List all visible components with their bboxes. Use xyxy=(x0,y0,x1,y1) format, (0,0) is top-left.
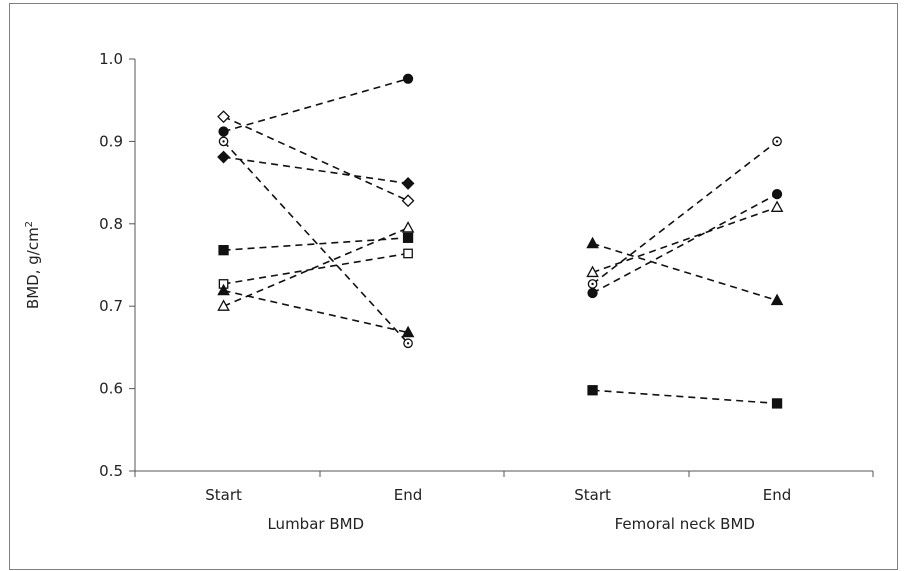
y-axis-label-superscript: 2 xyxy=(24,221,35,227)
point-filled-triangle xyxy=(401,325,415,338)
point-filled-square xyxy=(771,398,783,409)
point-open-square xyxy=(403,248,413,259)
point-open-circle-dot xyxy=(772,136,782,147)
series-line xyxy=(223,78,409,133)
series-line xyxy=(223,115,409,202)
point-open-circle-dot xyxy=(587,279,598,289)
series-line xyxy=(592,389,778,405)
series-line xyxy=(592,193,778,294)
point-filled-diamond xyxy=(401,177,415,190)
point-open-circle-dot xyxy=(403,338,413,349)
point-filled-triangle xyxy=(586,236,599,249)
point-open-triangle xyxy=(217,299,230,311)
series-line xyxy=(592,242,778,302)
point-filled-square xyxy=(402,232,414,243)
y-tick-label: 0.8 xyxy=(99,215,123,233)
y-tick-label: 0.9 xyxy=(99,132,123,150)
point-open-diamond xyxy=(217,110,230,124)
x-tick-label: End xyxy=(763,486,792,504)
group-label: Lumbar BMD xyxy=(267,515,364,533)
y-axis-label: BMD, g/cm2 xyxy=(24,221,42,309)
y-axis-label-main: BMD, g/cm xyxy=(24,227,42,309)
point-open-triangle xyxy=(770,200,784,212)
series-line xyxy=(592,140,778,285)
x-tick-label: Start xyxy=(205,486,242,504)
y-tick-label: 0.6 xyxy=(99,380,123,398)
point-dot xyxy=(775,140,779,143)
point-filled-triangle xyxy=(217,283,230,296)
point-open-triangle xyxy=(401,221,415,233)
series-group xyxy=(217,73,784,409)
point-open-diamond xyxy=(401,194,415,208)
group-label: Femoral neck BMD xyxy=(615,515,755,533)
chart-frame xyxy=(9,3,898,570)
y-ticks: 1.0 0.9 0.8 0.7 0.6 0.5 xyxy=(99,50,135,480)
series-line xyxy=(223,237,409,251)
series-points-group xyxy=(217,73,415,349)
y-tick-label: 1.0 xyxy=(99,50,123,68)
point-dot xyxy=(222,140,225,143)
series-line xyxy=(223,252,409,285)
point-open-circle-dot xyxy=(218,136,229,147)
x-ticks: Start End Lumbar BMD Start End Femoral neck B… xyxy=(134,471,874,533)
point-filled-circle xyxy=(218,126,229,137)
series-line xyxy=(592,206,778,274)
x-tick-label: Start xyxy=(574,486,611,504)
y-tick-label: 0.5 xyxy=(99,462,123,480)
series-points-group xyxy=(586,136,784,409)
point-dot xyxy=(591,282,594,286)
series-line xyxy=(223,289,409,334)
point-open-triangle xyxy=(586,265,599,278)
point-filled-triangle xyxy=(770,293,784,306)
point-filled-circle xyxy=(587,287,598,299)
x-tick-label: End xyxy=(394,486,423,504)
point-filled-square xyxy=(587,385,598,396)
point-dot xyxy=(406,342,410,345)
series-line xyxy=(223,227,409,307)
y-tick-label: 0.7 xyxy=(99,297,123,315)
series-lines-group xyxy=(592,140,778,405)
axes xyxy=(134,59,873,472)
point-filled-circle xyxy=(771,188,783,200)
series-lines-group xyxy=(222,78,409,344)
point-filled-diamond xyxy=(217,150,230,164)
series-line xyxy=(223,156,409,185)
series-line xyxy=(222,140,409,344)
point-filled-square xyxy=(218,245,229,256)
point-filled-circle xyxy=(402,73,414,84)
